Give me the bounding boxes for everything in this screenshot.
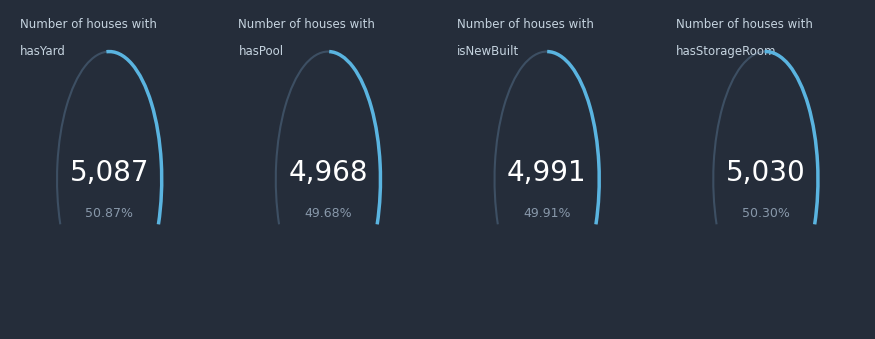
Text: hasPool: hasPool xyxy=(239,45,284,58)
Text: Number of houses with: Number of houses with xyxy=(239,18,375,31)
Text: hasYard: hasYard xyxy=(20,45,66,58)
Text: 5,030: 5,030 xyxy=(725,159,806,187)
Text: 4,991: 4,991 xyxy=(507,159,587,187)
Text: hasStorageRoom: hasStorageRoom xyxy=(676,45,776,58)
Text: Number of houses with: Number of houses with xyxy=(676,18,813,31)
Text: 49.91%: 49.91% xyxy=(523,207,570,220)
Text: 49.68%: 49.68% xyxy=(304,207,352,220)
Text: Number of houses with: Number of houses with xyxy=(458,18,594,31)
Text: Number of houses with: Number of houses with xyxy=(20,18,157,31)
Text: 4,968: 4,968 xyxy=(289,159,368,187)
Text: isNewBuilt: isNewBuilt xyxy=(458,45,520,58)
Text: 5,087: 5,087 xyxy=(70,159,149,187)
Text: 50.30%: 50.30% xyxy=(742,207,789,220)
Text: 50.87%: 50.87% xyxy=(86,207,133,220)
